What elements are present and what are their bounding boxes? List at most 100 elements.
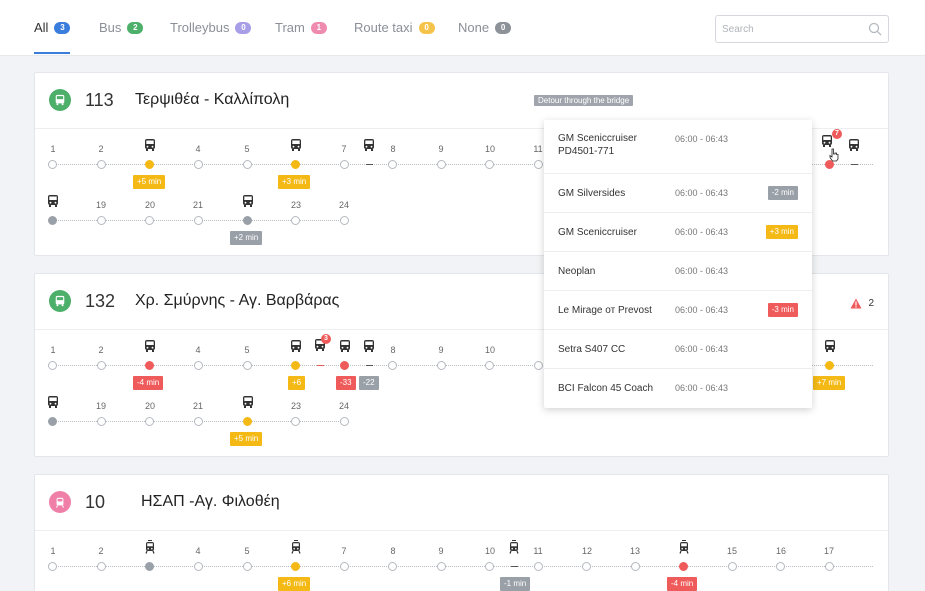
tab-route-taxi[interactable]: Route taxi 0 bbox=[354, 20, 435, 35]
tram-icon[interactable] bbox=[677, 540, 691, 554]
tram-icon[interactable] bbox=[507, 540, 521, 554]
stop[interactable] bbox=[145, 417, 154, 426]
stop[interactable] bbox=[48, 417, 57, 426]
vehicle-list-item[interactable]: GM Sceniccruiser 06:00 - 06:43 +3 min bbox=[544, 213, 812, 252]
stop[interactable] bbox=[485, 160, 494, 169]
bus-icon[interactable] bbox=[143, 339, 157, 353]
stop[interactable] bbox=[48, 562, 57, 571]
delay-badge: +5 min bbox=[230, 432, 263, 446]
stop[interactable] bbox=[340, 160, 349, 169]
bus-icon[interactable] bbox=[143, 138, 157, 152]
stop[interactable] bbox=[728, 562, 737, 571]
stop[interactable] bbox=[340, 417, 349, 426]
bus-icon[interactable] bbox=[241, 194, 255, 208]
stop[interactable] bbox=[291, 562, 300, 571]
vehicle-list-item[interactable]: GM Sceniccruiser PD4501-771 06:00 - 06:4… bbox=[544, 120, 812, 174]
bus-icon[interactable] bbox=[289, 339, 303, 353]
stop[interactable] bbox=[631, 562, 640, 571]
stop[interactable] bbox=[97, 562, 106, 571]
stop-label: 9 bbox=[438, 546, 444, 556]
stop[interactable] bbox=[340, 216, 349, 225]
stop[interactable] bbox=[194, 160, 203, 169]
stop[interactable] bbox=[145, 562, 154, 571]
stop-label: 24 bbox=[338, 401, 349, 411]
tram-icon[interactable] bbox=[143, 540, 157, 554]
stop[interactable] bbox=[243, 160, 252, 169]
stop[interactable] bbox=[388, 361, 397, 370]
stop[interactable] bbox=[534, 562, 543, 571]
stop-label: 21 bbox=[192, 200, 203, 210]
stop[interactable] bbox=[194, 361, 203, 370]
stop[interactable] bbox=[291, 417, 300, 426]
stop[interactable] bbox=[291, 361, 300, 370]
bus-icon[interactable] bbox=[362, 138, 376, 152]
bus-icon[interactable] bbox=[46, 194, 60, 208]
vehicle-list-item[interactable]: GM Silversides 06:00 - 06:43 -2 min bbox=[544, 174, 812, 213]
stop[interactable] bbox=[97, 417, 106, 426]
tab-none[interactable]: None 0 bbox=[458, 20, 512, 35]
tab-all[interactable]: All 3 bbox=[34, 20, 71, 35]
vehicle-list-item[interactable]: Neoplan 06:00 - 06:43 bbox=[544, 252, 812, 291]
bus-icon[interactable] bbox=[847, 138, 861, 152]
stop[interactable] bbox=[534, 160, 543, 169]
tab-bus[interactable]: Bus 2 bbox=[99, 20, 144, 35]
tram-icon[interactable] bbox=[289, 540, 303, 554]
stop[interactable] bbox=[97, 216, 106, 225]
stop[interactable] bbox=[243, 417, 252, 426]
bus-icon[interactable] bbox=[338, 339, 352, 353]
stop[interactable] bbox=[291, 216, 300, 225]
stop[interactable] bbox=[340, 562, 349, 571]
route-header[interactable]: 10 ΗΣΑΠ -Αγ. Φιλοθέη bbox=[35, 475, 888, 531]
stop[interactable] bbox=[194, 216, 203, 225]
stop[interactable] bbox=[437, 562, 446, 571]
vehicle-list-item[interactable]: Le Mirage от Prevost 06:00 - 06:43 -3 mi… bbox=[544, 291, 812, 330]
stop[interactable] bbox=[97, 160, 106, 169]
route-header[interactable]: 132 Χρ. Σμύρνης - Αγ. Βαρβάρας 2 bbox=[35, 274, 888, 330]
stop[interactable] bbox=[340, 361, 349, 370]
bus-icon[interactable] bbox=[241, 395, 255, 409]
stop[interactable] bbox=[243, 361, 252, 370]
search-icon[interactable] bbox=[868, 22, 882, 36]
alert-indicator[interactable]: 2 bbox=[850, 298, 874, 309]
stop[interactable] bbox=[437, 361, 446, 370]
stop[interactable] bbox=[582, 562, 591, 571]
stop[interactable] bbox=[388, 160, 397, 169]
stop[interactable] bbox=[145, 361, 154, 370]
stop[interactable] bbox=[48, 160, 57, 169]
bus-icon[interactable] bbox=[362, 339, 376, 353]
stop[interactable] bbox=[825, 361, 834, 370]
stop[interactable] bbox=[194, 417, 203, 426]
stop[interactable] bbox=[145, 216, 154, 225]
stop[interactable] bbox=[679, 562, 688, 571]
stop[interactable] bbox=[97, 361, 106, 370]
stop-label: 17 bbox=[823, 546, 834, 556]
stop[interactable] bbox=[825, 562, 834, 571]
stop[interactable] bbox=[243, 216, 252, 225]
stop[interactable] bbox=[485, 562, 494, 571]
vehicle-list-item[interactable]: BCI Falcon 45 Coach 06:00 - 06:43 bbox=[544, 369, 812, 408]
stop[interactable] bbox=[388, 562, 397, 571]
tab-none-count: 0 bbox=[495, 21, 512, 34]
stop[interactable] bbox=[194, 562, 203, 571]
stop[interactable] bbox=[48, 216, 57, 225]
stop[interactable] bbox=[776, 562, 785, 571]
delay-badge: +5 min bbox=[133, 175, 166, 189]
bus-icon[interactable] bbox=[46, 395, 60, 409]
route-header[interactable]: 113 Τερψιθέα - Καλλίπολη Detour through … bbox=[35, 73, 888, 129]
stop[interactable] bbox=[145, 160, 154, 169]
stop[interactable] bbox=[485, 361, 494, 370]
bus-icon[interactable] bbox=[289, 138, 303, 152]
stop-label: 9 bbox=[438, 345, 444, 355]
stop[interactable] bbox=[534, 361, 543, 370]
stop[interactable] bbox=[437, 160, 446, 169]
search-input[interactable] bbox=[722, 21, 862, 37]
tab-tram[interactable]: Tram 1 bbox=[275, 20, 327, 35]
stop[interactable] bbox=[825, 160, 834, 169]
bus-icon[interactable] bbox=[823, 339, 837, 353]
vehicle-list-item[interactable]: Setra S407 CC 06:00 - 06:43 bbox=[544, 330, 812, 369]
stop[interactable] bbox=[48, 361, 57, 370]
stop[interactable] bbox=[291, 160, 300, 169]
tab-trolleybus[interactable]: Trolleybus 0 bbox=[170, 20, 252, 35]
stop[interactable] bbox=[243, 562, 252, 571]
delay-badge: -4 min bbox=[133, 376, 164, 390]
